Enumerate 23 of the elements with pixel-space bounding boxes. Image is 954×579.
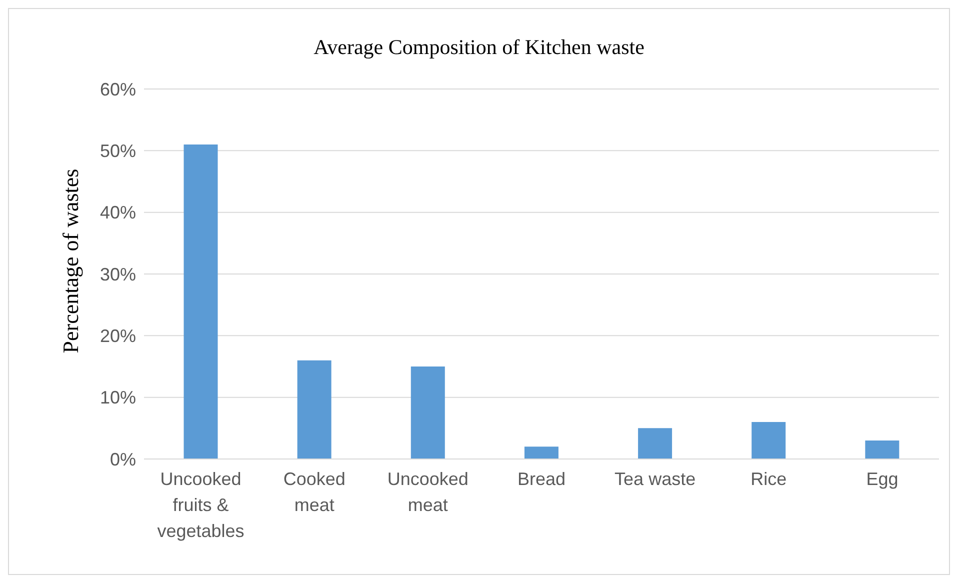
bar <box>410 366 445 459</box>
y-tick-label: 10% <box>100 388 136 408</box>
x-tick-label: Cooked meat <box>283 469 346 515</box>
bar <box>297 360 332 459</box>
x-tick-label: Rice <box>750 469 787 489</box>
bar <box>638 428 672 459</box>
y-tick-label: 20% <box>100 326 136 346</box>
bar <box>184 144 218 459</box>
x-tick-label: Tea waste <box>614 469 696 489</box>
y-tick-label: 50% <box>100 141 136 162</box>
bar <box>752 422 786 459</box>
y-tick-label: 60% <box>100 79 136 100</box>
bar <box>524 446 558 459</box>
y-axis-title: Percentage of wastes <box>58 168 84 354</box>
x-tick-label: Uncooked fruits & vegetables <box>157 469 244 541</box>
y-tick-label: 0% <box>110 449 136 470</box>
bar <box>865 440 900 459</box>
x-tick-label: Uncooked meat <box>387 469 468 515</box>
chart-title: Average Composition of Kitchen waste <box>312 35 646 60</box>
y-tick-label: 40% <box>100 202 136 223</box>
y-tick-label: 30% <box>100 264 136 284</box>
x-tick-label: Bread <box>517 469 566 489</box>
x-tick-label: Egg <box>866 469 898 489</box>
